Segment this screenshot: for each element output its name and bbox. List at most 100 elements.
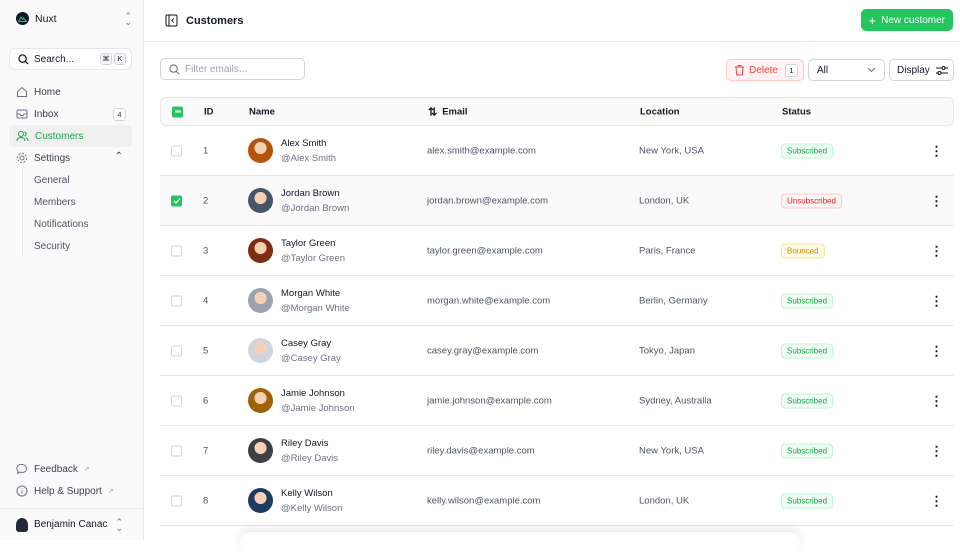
avatar [248, 238, 273, 263]
row-actions-menu-icon[interactable]: ⋮ [930, 193, 943, 208]
row-actions-menu-icon[interactable]: ⋮ [930, 343, 943, 358]
avatar [248, 438, 273, 463]
row-actions-menu-icon[interactable]: ⋮ [930, 493, 943, 508]
sidebar-item-label: Members [34, 196, 76, 208]
cell-email: casey.gray@example.com [427, 345, 539, 356]
sidebar-item-label: Customers [35, 130, 84, 142]
cell-id: 8 [203, 495, 209, 506]
cell-id: 1 [203, 145, 209, 156]
chevron-up-down-icon: ⌃ ⌄ [124, 10, 132, 27]
delete-label: Delete [749, 64, 778, 76]
chevron-up-down-icon: ⌃ ⌄ [115, 516, 123, 533]
select-all-checkbox[interactable] [172, 106, 183, 117]
customer-name: Kelly Wilson [281, 487, 333, 499]
customer-handle: @Kelly Wilson [281, 502, 343, 514]
cell-id: 6 [203, 395, 209, 406]
kbd-k: K [114, 53, 126, 65]
row-checkbox[interactable] [171, 445, 182, 456]
sliders-icon [935, 65, 948, 75]
table-row[interactable]: 7 Riley Davis @Riley Davis riley.davis@ex… [160, 426, 954, 476]
status-badge: Subscribed [781, 443, 834, 458]
avatar [248, 288, 273, 313]
row-checkbox[interactable] [171, 195, 182, 206]
table-row[interactable]: 2 Jordan Brown @Jordan Brown jordan.brown… [160, 176, 954, 226]
row-actions-menu-icon[interactable]: ⋮ [930, 243, 943, 258]
user-name: Benjamin Canac [34, 519, 108, 530]
cell-email: jordan.brown@example.com [427, 195, 549, 206]
chevron-up-icon: ⌃ [114, 151, 123, 162]
row-checkbox[interactable] [171, 345, 182, 356]
new-customer-button[interactable]: + New customer [860, 9, 953, 31]
sidebar: Nuxt ⌃ ⌄ Search... ⌘ K Home Inbox 4 Custom… [0, 0, 144, 540]
cell-email: riley.davis@example.com [427, 445, 535, 456]
cell-email: kelly.wilson@example.com [427, 495, 541, 506]
feedback-link[interactable]: Feedback ↗ [9, 458, 132, 480]
table-row[interactable]: 1 Alex Smith @Alex Smith alex.smith@examp… [160, 126, 954, 176]
sort-arrows-icon: ⇅ [428, 106, 438, 118]
row-checkbox[interactable] [171, 145, 182, 156]
customer-handle: @Jamie Johnson [281, 402, 355, 414]
sidebar-item-label: Inbox [34, 108, 59, 120]
table-row[interactable]: 3 Taylor Green @Taylor Green taylor.green… [160, 226, 954, 276]
user-menu[interactable]: Benjamin Canac ⌃ ⌄ [0, 508, 143, 540]
table-row[interactable]: 6 Jamie Johnson @Jamie Johnson jamie.john… [160, 376, 954, 426]
bottom-overlay [240, 532, 800, 552]
row-checkbox[interactable] [171, 245, 182, 256]
chat-icon [16, 463, 27, 475]
cell-location: Paris, France [639, 245, 696, 256]
row-checkbox[interactable] [171, 495, 182, 506]
table-row[interactable]: 8 Kelly Wilson @Kelly Wilson kelly.wilson… [160, 476, 954, 526]
status-badge: Subscribed [781, 493, 834, 508]
team-switcher[interactable]: Nuxt ⌃ ⌄ [16, 11, 132, 26]
sidebar-footer-links: Feedback ↗ Help & Support ↗ [9, 458, 132, 502]
kbd-cmd: ⌘ [100, 53, 112, 65]
row-checkbox[interactable] [171, 295, 182, 306]
sidebar-item-members[interactable]: Members [34, 191, 132, 213]
sidebar-item-customers[interactable]: Customers [9, 125, 132, 147]
sidebar-item-notifications[interactable]: Notifications [34, 213, 132, 235]
status-filter-value: All [817, 64, 829, 76]
status-filter-select[interactable]: All [808, 59, 885, 81]
page-header: Customers + New customer [144, 0, 960, 42]
delete-button[interactable]: Delete 1 [726, 59, 804, 81]
table-row[interactable]: 5 Casey Gray @Casey Gray casey.gray@examp… [160, 326, 954, 376]
sidebar-item-general[interactable]: General [34, 169, 132, 191]
cell-id: 2 [203, 195, 209, 206]
sidebar-item-label: Settings [34, 152, 71, 164]
column-email-sort[interactable]: ⇅ Email [428, 105, 468, 118]
display-button[interactable]: Display [889, 59, 954, 81]
sidebar-item-label: General [34, 174, 70, 186]
customers-table: ID Name ⇅ Email Location Status 1 Alex Sm… [160, 97, 954, 526]
cell-id: 7 [203, 445, 209, 456]
status-badge: Subscribed [781, 293, 834, 308]
avatar [248, 188, 273, 213]
search-button[interactable]: Search... ⌘ K [9, 48, 132, 70]
filter-emails-input[interactable] [185, 63, 295, 75]
search-label: Search... [34, 53, 75, 65]
table-row[interactable]: 4 Morgan White @Morgan White morgan.white… [160, 276, 954, 326]
row-actions-menu-icon[interactable]: ⋮ [930, 293, 943, 308]
row-actions-menu-icon[interactable]: ⋮ [930, 143, 943, 158]
search-icon [18, 53, 29, 65]
table-header: ID Name ⇅ Email Location Status [160, 97, 954, 126]
row-actions-menu-icon[interactable]: ⋮ [930, 443, 943, 458]
cell-id: 3 [203, 245, 209, 256]
status-badge: Subscribed [781, 393, 834, 408]
sidebar-item-label: Security [34, 240, 71, 252]
cell-location: London, UK [639, 495, 690, 506]
nuxt-logo-icon [16, 12, 29, 25]
sidebar-item-security[interactable]: Security [34, 235, 132, 257]
sidebar-item-settings[interactable]: Settings ⌃ [9, 147, 132, 169]
row-actions-menu-icon[interactable]: ⋮ [930, 393, 943, 408]
customer-name: Jamie Johnson [281, 387, 345, 399]
filter-emails[interactable] [160, 58, 305, 80]
sidebar-item-inbox[interactable]: Inbox 4 [9, 103, 132, 125]
avatar [248, 138, 273, 163]
row-checkbox[interactable] [171, 395, 182, 406]
inbox-icon [16, 109, 28, 119]
sidebar-item-home[interactable]: Home [9, 81, 132, 103]
help-support-link[interactable]: Help & Support ↗ [9, 480, 132, 502]
sidebar-collapse-icon[interactable] [165, 14, 178, 27]
column-email: Email [442, 106, 468, 117]
cell-email: taylor.green@example.com [427, 245, 543, 256]
